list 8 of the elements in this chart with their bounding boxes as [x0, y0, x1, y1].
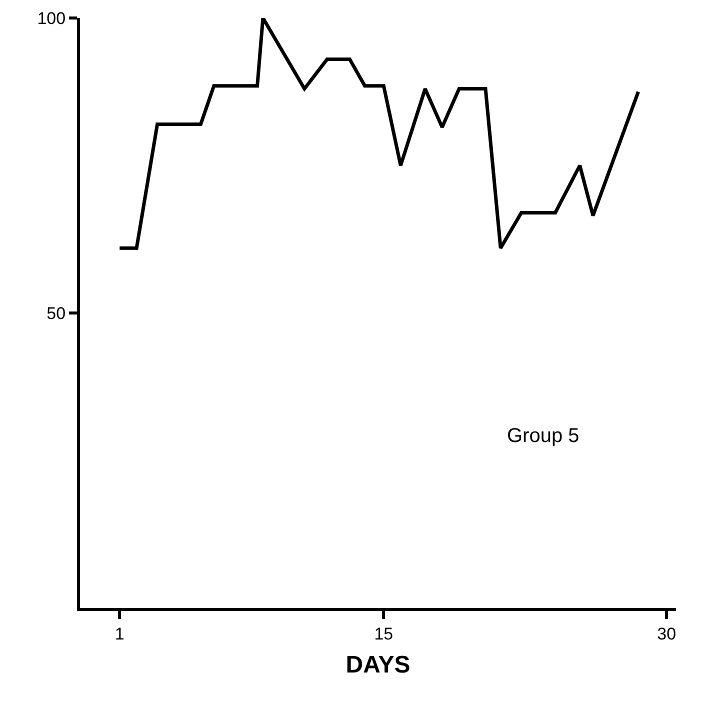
annotation: Group 5: [507, 425, 580, 447]
x-tick-label: 1: [114, 624, 124, 644]
y-tick-label: 50: [46, 304, 66, 323]
x-tick-label: 30: [657, 624, 676, 644]
x-tick-label: 15: [374, 624, 394, 644]
y-tick-label: 100: [37, 8, 66, 28]
x-axis-title: DAYS: [346, 652, 410, 679]
line-series: [118, 18, 640, 250]
